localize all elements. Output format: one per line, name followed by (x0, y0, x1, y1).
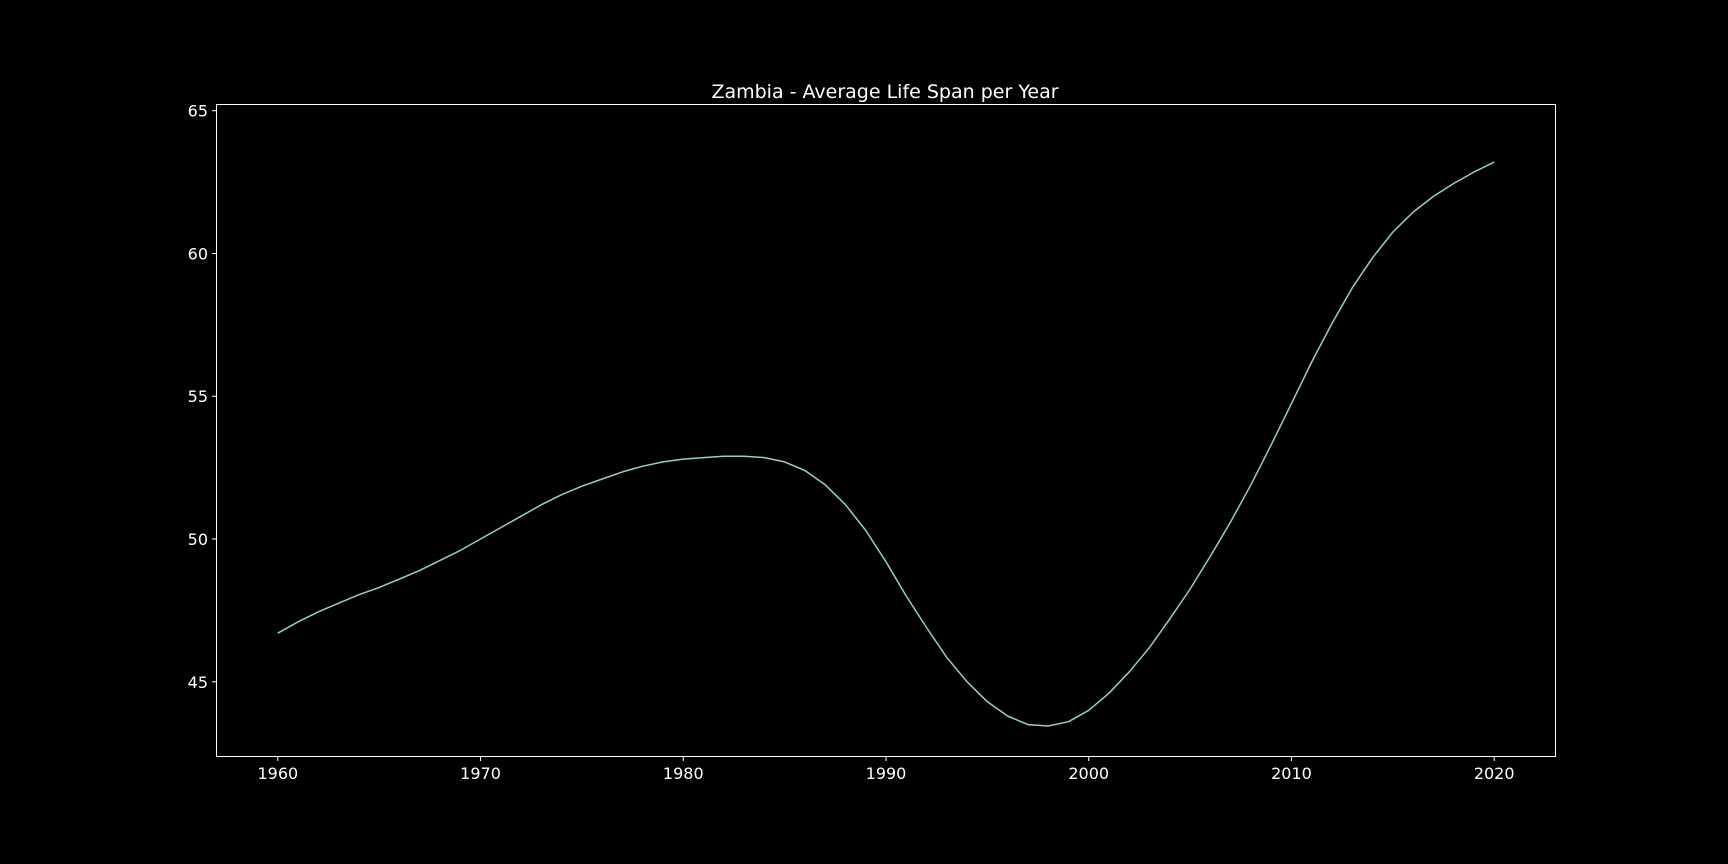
y-tick-label: 65 (188, 102, 208, 121)
x-axis: 1960 1970 1980 1990 2000 2010 2020 (257, 756, 1515, 783)
series-line (277, 161, 1495, 727)
y-tick-label: 50 (188, 530, 208, 549)
x-tick-label: 1980 (663, 764, 704, 783)
x-tick-label: 1990 (866, 764, 907, 783)
x-tick-label: 2010 (1271, 764, 1312, 783)
series-layer (277, 161, 1495, 727)
chart-title: Zambia - Average Life Span per Year (711, 81, 1058, 103)
y-tick-label: 45 (188, 673, 208, 692)
y-tick-label: 60 (188, 244, 208, 263)
y-axis: 45 50 55 60 65 (188, 102, 217, 692)
y-tick-label: 55 (188, 387, 208, 406)
x-tick-label: 2020 (1474, 764, 1515, 783)
x-tick-label: 1960 (257, 764, 298, 783)
plot-frame (216, 104, 1556, 757)
x-tick-label: 2000 (1068, 764, 1109, 783)
x-tick-label: 1970 (460, 764, 501, 783)
